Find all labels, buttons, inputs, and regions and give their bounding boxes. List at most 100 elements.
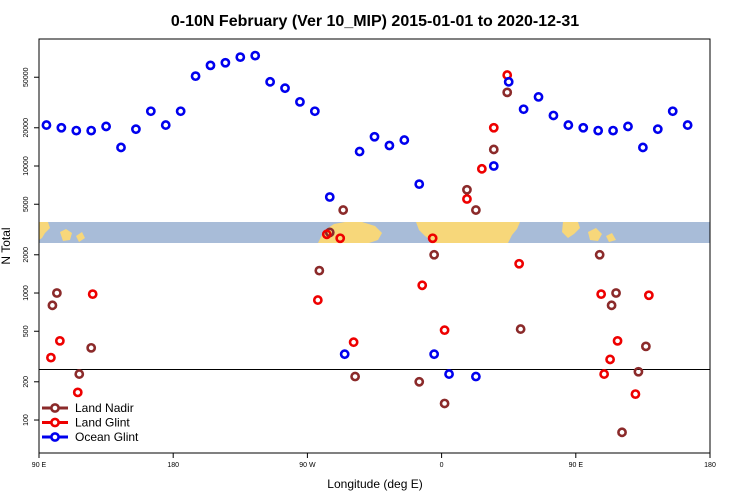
y-tick-label: 2000	[23, 247, 30, 263]
data-point	[429, 349, 440, 360]
data-point	[548, 110, 559, 121]
data-point	[476, 163, 487, 174]
data-point	[399, 135, 410, 145]
data-point	[369, 131, 380, 142]
data-point	[41, 120, 52, 130]
map-land-africa	[416, 222, 520, 243]
data-point	[533, 92, 544, 102]
data-point	[612, 335, 623, 346]
data-point	[220, 57, 231, 68]
data-point	[593, 125, 604, 136]
data-point	[54, 335, 65, 346]
data-point	[414, 179, 425, 190]
data-point	[280, 83, 290, 94]
legend-label: Land Nadir	[75, 401, 134, 415]
y-axis-label: N Total	[0, 227, 13, 264]
series-ocean-glint	[41, 50, 693, 382]
data-point	[470, 205, 481, 215]
data-point	[265, 76, 276, 87]
data-point	[643, 290, 654, 301]
data-point	[72, 387, 83, 398]
series-land-glint	[46, 70, 654, 399]
data-point	[667, 106, 678, 117]
data-point	[87, 289, 98, 300]
data-point	[439, 398, 450, 409]
data-point	[611, 288, 621, 298]
map-land-southeast-asia-left	[39, 222, 85, 242]
data-point	[608, 125, 618, 136]
data-point	[617, 427, 627, 438]
data-point	[51, 288, 62, 298]
y-axis: 100 200 500 1000 2000 5000 10000 20000 50000	[23, 67, 39, 426]
data-point	[462, 194, 472, 204]
data-point	[605, 354, 615, 365]
data-point	[514, 258, 525, 269]
data-point	[462, 184, 472, 195]
x-axis-label: Longitude (deg E)	[327, 477, 422, 491]
data-point	[74, 369, 85, 379]
x-tick-label: 90 E	[569, 462, 584, 469]
data-point	[235, 52, 246, 63]
data-point	[160, 120, 171, 130]
legend-label: Ocean Glint	[75, 430, 139, 444]
data-point	[503, 76, 514, 87]
data-point	[470, 371, 481, 382]
data-point	[190, 71, 201, 82]
data-point	[314, 265, 325, 276]
legend-item: Ocean Glint	[42, 430, 139, 444]
map-land-south-america	[318, 222, 382, 243]
data-point	[384, 140, 395, 151]
data-point	[205, 60, 216, 71]
data-point	[578, 122, 589, 133]
data-point	[596, 289, 607, 300]
data-point	[321, 229, 332, 240]
data-point	[47, 300, 58, 311]
y-tick-label: 50000	[23, 67, 30, 87]
data-point	[312, 295, 323, 305]
y-tick-label: 200	[23, 376, 30, 388]
data-point	[429, 249, 440, 260]
data-point	[623, 121, 633, 132]
data-point	[606, 300, 617, 311]
data-point	[488, 161, 499, 171]
legend-label: Land Glint	[75, 416, 130, 430]
data-point	[488, 144, 499, 155]
data-point	[46, 352, 56, 363]
data-point	[86, 125, 97, 136]
legend-marker	[50, 403, 60, 413]
data-point	[338, 205, 349, 215]
x-tick-label: 90 E	[32, 462, 47, 469]
y-tick-label: 1000	[23, 285, 30, 301]
map-band	[39, 222, 710, 243]
legend-item: Land Nadir	[42, 401, 134, 415]
data-point	[594, 249, 605, 260]
data-point	[427, 233, 438, 244]
y-tick-label: 500	[23, 325, 30, 337]
data-point	[145, 106, 156, 117]
data-point	[439, 325, 450, 336]
data-point	[682, 120, 693, 130]
series-land-nadir	[47, 87, 651, 438]
data-point	[131, 124, 141, 135]
data-point	[339, 349, 350, 360]
data-point	[502, 87, 513, 98]
legend-item: Land Glint	[42, 416, 130, 430]
data-point	[309, 106, 320, 117]
plot-frame	[38, 38, 711, 454]
data-point	[335, 233, 346, 244]
data-point	[71, 125, 82, 136]
data-point	[116, 142, 126, 153]
x-axis: 90 E 180 90 W 0 90 E 180	[32, 453, 716, 469]
data-point	[488, 122, 499, 133]
legend-marker	[50, 432, 60, 442]
y-tick-label: 20000	[23, 118, 30, 138]
data-point	[414, 376, 425, 387]
legend-marker	[50, 417, 60, 428]
data-point	[101, 121, 111, 132]
data-point	[354, 146, 365, 157]
y-tick-label: 100	[23, 414, 30, 426]
y-tick-label: 10000	[23, 156, 30, 176]
chart-title: 0-10N February (Ver 10_MIP) 2015-01-01 t…	[171, 13, 579, 30]
data-point	[444, 369, 454, 379]
data-point	[633, 366, 644, 377]
